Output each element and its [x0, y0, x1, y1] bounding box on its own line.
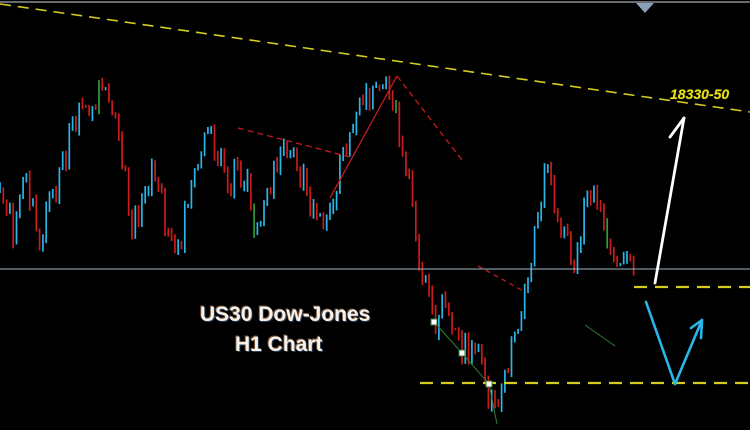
svg-text:18330-50: 18330-50 [670, 86, 729, 102]
